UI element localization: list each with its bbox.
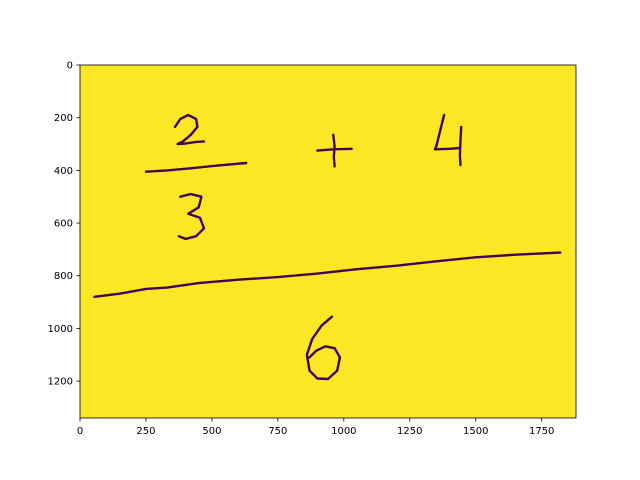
y-tick-label: 1200 xyxy=(48,377,73,388)
x-axis-ticks: 0 250 500 750 1000 1250 1500 1750 xyxy=(77,418,554,437)
axes-frame xyxy=(79,64,577,419)
y-tick-label: 800 xyxy=(54,271,73,282)
y-tick-label: 0 xyxy=(67,61,73,72)
y-tick-label: 1000 xyxy=(48,324,73,335)
stroke-plus-horizontal xyxy=(316,147,353,152)
image-background xyxy=(80,65,576,418)
y-axis-ticks: 0 200 400 600 800 1000 1200 xyxy=(48,61,80,388)
x-tick-label: 0 xyxy=(77,426,83,437)
y-tick-label: 200 xyxy=(54,113,73,124)
stroke-plus-vertical xyxy=(332,133,336,168)
x-tick-label: 1250 xyxy=(397,426,422,437)
x-tick-label: 500 xyxy=(202,426,221,437)
stroke-fraction-bar-long xyxy=(93,251,562,298)
x-tick-label: 1000 xyxy=(331,426,356,437)
stroke-digit-3-denominator xyxy=(177,192,206,241)
stroke-digit-6 xyxy=(305,315,342,381)
x-tick-label: 250 xyxy=(136,426,155,437)
x-tick-label: 750 xyxy=(268,426,287,437)
stroke-digit-4-stem-right xyxy=(458,125,463,167)
image-area xyxy=(80,65,576,418)
y-tick-label: 600 xyxy=(54,219,73,230)
stroke-digit-2-numerator xyxy=(173,113,206,146)
handwriting-strokes xyxy=(93,113,562,381)
x-tick-label: 1750 xyxy=(529,426,554,437)
x-tick-label: 1500 xyxy=(463,426,488,437)
axes xyxy=(79,64,577,419)
stroke-fraction-bar-small xyxy=(144,161,248,173)
y-tick-label: 400 xyxy=(54,166,73,177)
stroke-digit-4-stem-left xyxy=(433,113,462,151)
